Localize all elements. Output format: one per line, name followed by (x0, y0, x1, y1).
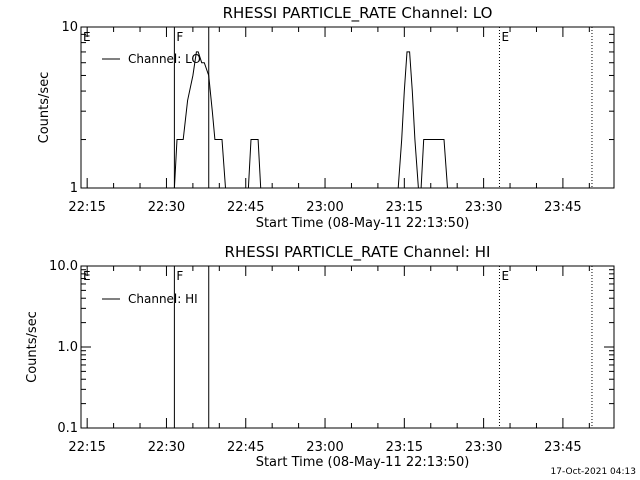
data-series-line (169, 51, 450, 189)
legend-label: Channel: LO (128, 52, 201, 66)
x-tick-label: 22:45 (227, 200, 264, 215)
x-tick-label: 23:15 (386, 440, 423, 455)
x-axis-label: Start Time (08-May-11 22:13:50) (256, 216, 470, 231)
x-tick-label: 22:15 (68, 200, 105, 215)
x-tick-label: 22:15 (68, 440, 105, 455)
x-tick-label: 22:30 (148, 200, 185, 215)
event-label: F (176, 30, 183, 44)
plot-frame (80, 265, 615, 429)
x-tick-label: 22:45 (227, 440, 264, 455)
x-tick-label: 23:15 (386, 200, 423, 215)
event-label: E (83, 30, 91, 44)
y-tick-label: 1 (70, 181, 78, 196)
event-label: F (176, 269, 183, 283)
x-tick-label: 23:00 (306, 200, 343, 215)
x-tick-label: 23:30 (465, 200, 502, 215)
legend-label: Channel: HI (128, 292, 198, 306)
y-tick-label: 0.1 (57, 421, 78, 436)
x-tick-label: 23:45 (544, 440, 581, 455)
x-tick-label: 23:30 (465, 440, 502, 455)
event-label: E (83, 269, 91, 283)
y-tick-label: 10.0 (49, 259, 78, 274)
x-tick-label: 22:30 (148, 440, 185, 455)
event-label: E (501, 269, 509, 283)
y-axis-label: Counts/sec (25, 311, 40, 383)
x-tick-label: 23:00 (306, 440, 343, 455)
y-tick-label: 10 (61, 20, 78, 35)
y-tick-label: 1.0 (57, 340, 78, 355)
x-axis-label: Start Time (08-May-11 22:13:50) (256, 455, 470, 470)
y-axis-label: Counts/sec (37, 72, 52, 144)
event-label: E (501, 30, 509, 44)
chart-title: RHESSI PARTICLE_RATE Channel: HI (225, 243, 491, 262)
chart-title: RHESSI PARTICLE_RATE Channel: LO (223, 4, 493, 23)
x-tick-label: 23:45 (544, 200, 581, 215)
plot-timestamp: 17-Oct-2021 04:13 (551, 467, 636, 477)
